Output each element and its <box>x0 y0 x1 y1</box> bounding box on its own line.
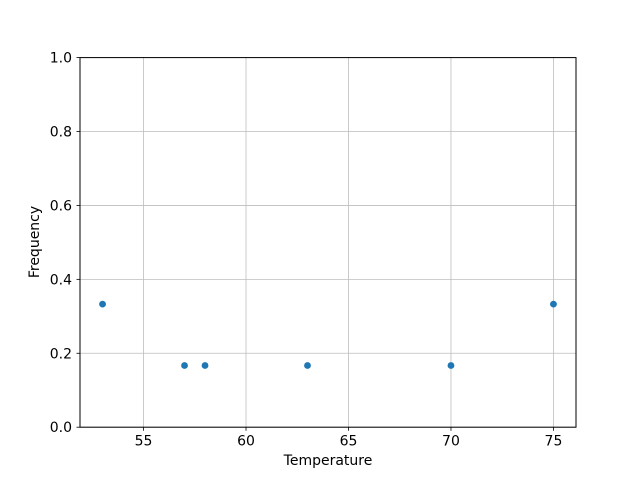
y-tick-label: 0.6 <box>50 198 72 214</box>
x-tick-label: 60 <box>237 434 255 450</box>
data-point <box>447 362 455 369</box>
y-tick-label: 1.0 <box>50 51 72 67</box>
y-tick-label: 0.0 <box>50 420 72 436</box>
data-point <box>99 300 106 308</box>
data-point <box>201 362 209 369</box>
y-axis-label: Frequency <box>27 205 43 279</box>
y-tick-label: 0.2 <box>50 346 72 362</box>
plot-border <box>79 57 577 428</box>
x-tick-label: 75 <box>545 434 563 450</box>
x-tick-label: 65 <box>340 434 358 450</box>
x-tick-label: 70 <box>442 434 460 450</box>
data-point <box>550 300 557 308</box>
y-tick-label: 0.8 <box>50 125 72 141</box>
x-tick-label: 55 <box>135 434 153 450</box>
plot-area-background <box>80 57 576 428</box>
data-point <box>181 362 188 369</box>
data-point <box>304 362 311 369</box>
y-tick-label: 0.4 <box>50 272 72 288</box>
x-axis-label: Temperature <box>283 453 373 469</box>
